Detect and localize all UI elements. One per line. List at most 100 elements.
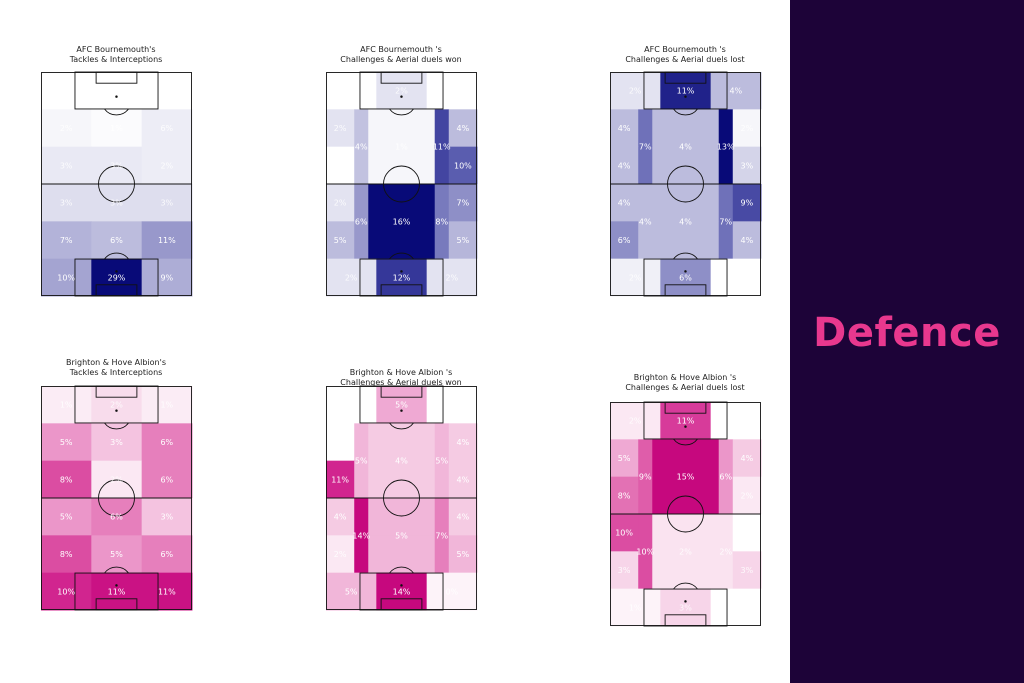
heatmap-cell-label: 3%: [160, 199, 173, 208]
heatmap-cell: [326, 109, 355, 148]
heatmap-cell: [41, 221, 92, 260]
heatmap-title: AFC Bournemouth 's Challenges & Aerial du…: [585, 45, 785, 65]
heatmap-cell-label: 4%: [741, 454, 754, 463]
heatmap-cell: [354, 423, 369, 462]
heatmap-cell-label: 5%: [395, 531, 408, 540]
heatmap-cell: [660, 588, 712, 627]
heatmap-cell-label: 29%: [108, 273, 126, 282]
heatmap-cell: [638, 109, 653, 148]
heatmap-cell-label: 1%: [395, 143, 408, 152]
heatmap-cell-label: 6%: [60, 87, 73, 96]
heatmap-cell-label: 11%: [108, 587, 126, 596]
heatmap-cell-label: 1%: [160, 401, 173, 410]
heatmap-cell-label: 1%: [629, 603, 642, 612]
heatmap-cell-label: 3%: [110, 199, 123, 208]
heatmap-cell-label: 11%: [158, 236, 176, 245]
heatmap-cell: [434, 109, 450, 148]
heatmap-cell-label: 0%: [445, 587, 458, 596]
heatmap-cell-label: 5%: [457, 550, 470, 559]
heatmap-cell-label: 1%: [110, 124, 123, 133]
heatmap-cell-label: 3%: [679, 603, 692, 612]
heatmap-cell: [732, 476, 762, 515]
heatmap-title: Brighton & Hove Albion's Tackles & Interc…: [16, 358, 216, 378]
heatmap-cell-label: 0%: [729, 603, 742, 612]
heatmap-cell-label: 14%: [393, 587, 411, 596]
heatmap-cell-label: 0%: [729, 417, 742, 426]
heatmap-cell: [638, 476, 653, 515]
heatmap-cell-label: 5%: [110, 550, 123, 559]
heatmap-cell: [710, 402, 762, 440]
heatmap-cell-label: 14%: [352, 531, 370, 540]
heatmap-cell: [610, 588, 661, 627]
heatmap-cell-label: 8%: [435, 217, 448, 226]
heatmap-cell-label: 0%: [445, 401, 458, 410]
heatmap-cell: [638, 439, 653, 478]
heatmap-cell-label: 2%: [719, 547, 732, 556]
heatmap-cell-label: 9%: [741, 199, 754, 208]
heatmap-cell: [638, 221, 653, 260]
heatmap-cell: [660, 72, 712, 110]
heatmap-title-line1: AFC Bournemouth 's: [644, 45, 726, 54]
heatmap-cell-label: 2%: [395, 87, 408, 96]
heatmap-cell: [610, 184, 639, 222]
heatmap-cell: [434, 498, 450, 536]
heatmap-cell: [448, 146, 478, 185]
heatmap-cell: [434, 460, 450, 499]
heatmap-cell: [326, 572, 377, 611]
heatmap-cell: [448, 423, 478, 462]
heatmap-cell: [41, 498, 92, 536]
heatmap-cell-label: 10%: [454, 161, 472, 170]
heatmap-cell: [638, 146, 653, 185]
heatmap-cell: [41, 460, 92, 499]
heatmap-cell-label: 6%: [355, 217, 368, 226]
heatmap-cell-label: 4%: [639, 217, 652, 226]
heatmap-cell: [652, 184, 720, 222]
heatmap-cell: [354, 146, 369, 185]
heatmap-cell: [91, 258, 143, 297]
heatmap-cell-label: 5%: [355, 457, 368, 466]
heatmap-cell: [141, 535, 193, 574]
pitch-lines: [326, 71, 477, 297]
heatmap-cell: [41, 386, 92, 424]
heatmap-cell: [448, 535, 478, 574]
heatmap-cell-label: 4%: [679, 143, 692, 152]
heatmap-cell: [718, 439, 734, 478]
heatmap-cell-label: 2%: [445, 273, 458, 282]
heatmap-cell: [141, 109, 193, 148]
heatmap-cell: [91, 386, 143, 424]
heatmap-cell-label: 4%: [679, 217, 692, 226]
heatmap-cell-label: 4%: [457, 513, 470, 522]
heatmap-cell-label: 3%: [110, 161, 123, 170]
heatmap-cell: [434, 146, 450, 185]
heatmap-cell-label: 3%: [60, 161, 73, 170]
heatmap-cell-label: 7%: [719, 217, 732, 226]
heatmap-title-line2: Challenges & Aerial duels lost: [625, 383, 745, 392]
heatmap-cell-label: 10%: [615, 529, 633, 538]
heatmap-cell-label: 1%: [60, 401, 73, 410]
heatmap-cell-label: 9%: [639, 473, 652, 482]
heatmap-cell-label: 7%: [457, 199, 470, 208]
heatmap-cell: [638, 184, 653, 222]
heatmap-cell: [610, 109, 639, 148]
pitch-lines: [610, 401, 761, 627]
heatmap-cell-label: 0%: [345, 87, 358, 96]
heatmap-cell-label: 7%: [639, 143, 652, 152]
heatmap-cell-label: 4%: [457, 438, 470, 447]
heatmap-cell-label: 0%: [345, 401, 358, 410]
pitch-lines: [610, 71, 761, 297]
heatmap-cell: [141, 386, 193, 424]
heatmap-cell-label: 4%: [618, 199, 631, 208]
heatmap-cell: [710, 258, 762, 297]
heatmap-cell-label: 2%: [345, 273, 358, 282]
heatmap-cell: [448, 109, 478, 148]
heatmap-cell: [354, 109, 369, 148]
heatmap-cell-label: 2%: [629, 273, 642, 282]
heatmap-cell-label: 5%: [457, 236, 470, 245]
heatmap-cell: [718, 476, 734, 515]
heatmap-cell: [41, 535, 92, 574]
heatmap-cell: [610, 514, 639, 552]
heatmap-title-line2: Challenges & Aerial duels won: [340, 55, 462, 64]
heatmap-cell: [354, 535, 369, 574]
heatmap-cell-label: 4%: [618, 124, 631, 133]
heatmap-cell-label: 2%: [679, 547, 692, 556]
